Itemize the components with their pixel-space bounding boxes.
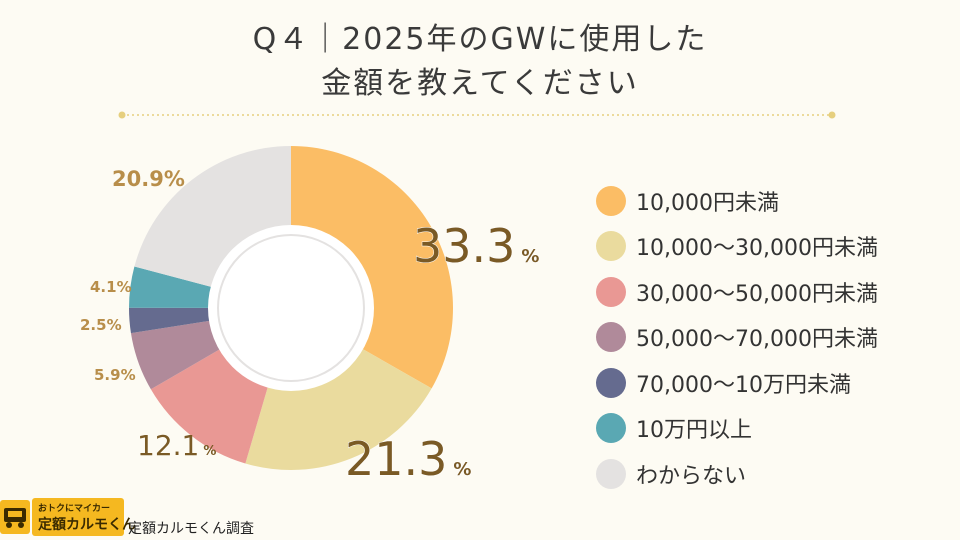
chart-legend: 10,000円未満 10,000～30,000円未満 30,000～50,000円未…	[596, 178, 878, 497]
legend-swatch	[596, 367, 626, 398]
legend-item-70000-100000: 70,000～10万円未満	[596, 360, 878, 406]
data-label-unknown: 20.9%	[112, 167, 185, 191]
legend-label: 30,000～50,000円未満	[636, 281, 878, 307]
legend-swatch	[596, 413, 626, 444]
slice-unknown	[134, 146, 291, 288]
chart-title-line1: Q４｜2025年のGWに使用した	[252, 22, 708, 57]
legend-item-10000-30000: 10,000～30,000円未満	[596, 224, 878, 270]
legend-swatch	[596, 322, 626, 353]
brand-logo-name: 定額カルモくん	[38, 517, 136, 533]
data-label-50000-70000: 5.9%	[94, 366, 136, 384]
data-label-10000-30000: 21.3%	[345, 432, 471, 486]
slice-over-100000	[129, 266, 212, 308]
slice-under-10000	[291, 146, 454, 389]
legend-label: 10,000～30,000円未満	[636, 236, 878, 262]
chart-title-line2: 金額を教えてください	[321, 66, 639, 101]
legend-swatch	[596, 276, 626, 307]
legend-item-unknown: わからない	[596, 451, 878, 497]
brand-logo: おトクにマイカー 定額カルモくん	[32, 498, 136, 536]
data-label-70000-100000: 2.5%	[80, 316, 122, 334]
brand-logo-tagline: おトクにマイカー	[38, 504, 111, 514]
source-credit: 定額カルモくん調査	[128, 521, 254, 537]
legend-label: 70,000～10万円未満	[636, 372, 851, 398]
legend-item-30000-50000: 30,000～50,000円未満	[596, 269, 878, 315]
legend-item-under-10000: 10,000円未満	[596, 178, 878, 224]
legend-label: 10,000円未満	[636, 190, 779, 216]
donut-inner-ring	[217, 234, 365, 382]
slice-50000-70000	[130, 320, 221, 390]
legend-swatch	[596, 185, 626, 216]
legend-item-over-100000: 10万円以上	[596, 406, 878, 452]
legend-label: 50,000～70,000円未満	[636, 327, 878, 353]
data-label-over-100000: 4.1%	[90, 278, 132, 296]
legend-label: わからない	[636, 463, 747, 489]
legend-label: 10万円以上	[636, 418, 752, 444]
car-logo-icon	[0, 500, 30, 534]
slice-70000-100000	[129, 307, 210, 334]
footer: おトクにマイカー 定額カルモくん 定額カルモくん調査	[0, 496, 300, 540]
donut-hole	[208, 225, 374, 391]
slice-10000-30000	[245, 348, 432, 470]
data-label-under-10000: 33.3%	[413, 219, 539, 273]
data-label-30000-50000: 12.1%	[137, 429, 216, 462]
slice-30000-50000	[150, 349, 268, 464]
legend-item-50000-70000: 50,000～70,000円未満	[596, 315, 878, 361]
donut-chart: 33.3 % 21.3 % 12.1 % 5.9% 2.5% 4.1% 20.9%	[80, 146, 540, 487]
legend-swatch	[596, 458, 626, 489]
title-divider	[118, 111, 836, 119]
legend-swatch	[596, 231, 626, 262]
